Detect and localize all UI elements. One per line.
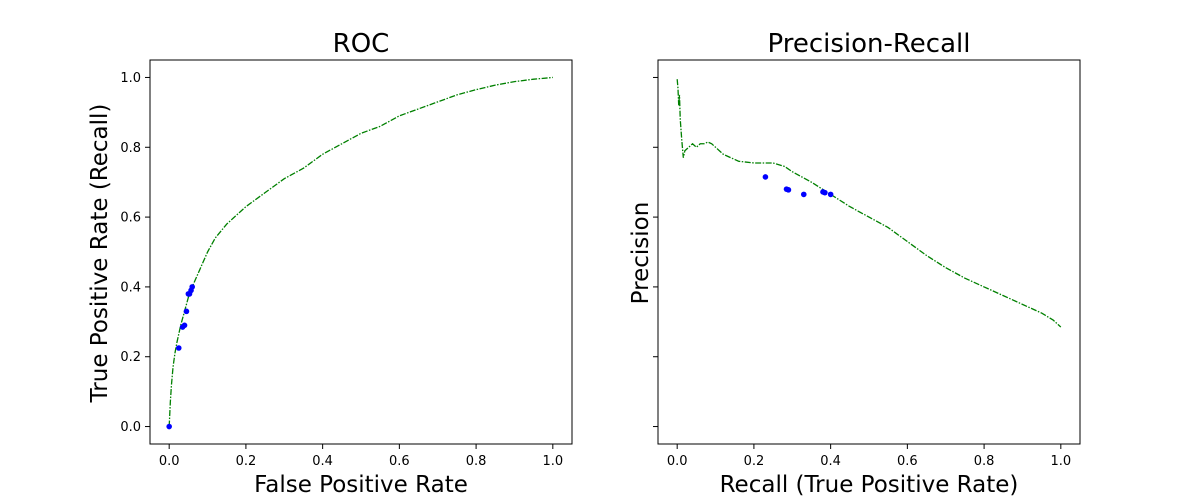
roc-ytick-label: 1.0	[120, 71, 141, 86]
roc-axes-frame	[149, 59, 573, 445]
roc-scatter-point	[175, 345, 182, 351]
roc-scatter-point	[183, 308, 190, 315]
pr-axes-frame	[657, 59, 1081, 445]
roc-xtick-label: 0.4	[312, 454, 333, 469]
roc-xtick-label: 0.0	[159, 454, 180, 469]
pr-scatter-point	[827, 191, 834, 198]
roc-xtick-label: 0.8	[466, 454, 487, 469]
roc-xlabel: False Positive Rate	[254, 472, 468, 498]
precision-recall-plot: Precision-Recall Recall (True Positive R…	[628, 29, 1081, 498]
pr-curve-line	[676, 79, 1062, 328]
roc-xtick-label: 0.2	[236, 454, 257, 469]
pr-scatter-point	[762, 174, 769, 180]
roc-scatter-point	[166, 423, 172, 430]
pr-scatter-point	[785, 187, 792, 193]
pr-scatter-point	[822, 189, 828, 196]
roc-ylabel: True Positive Rate (Recall)	[87, 104, 113, 404]
roc-xtick-label: 0.6	[389, 454, 410, 469]
roc-ytick-label: 0.6	[120, 211, 141, 226]
pr-title: Precision-Recall	[768, 29, 971, 59]
pr-xtick-label: 0.2	[744, 454, 765, 469]
pr-xlabel: Recall (True Positive Rate)	[720, 472, 1019, 498]
roc-plot: ROC False Positive Rate True Positive Ra…	[87, 29, 573, 498]
pr-xtick-label: 0.8	[974, 454, 995, 469]
pr-ylabel: Precision	[628, 202, 654, 305]
pr-xtick-label: 0.0	[667, 454, 688, 469]
pr-xtick-label: 0.6	[897, 454, 918, 469]
roc-ytick-label: 0.0	[120, 420, 141, 435]
roc-ytick-label: 0.4	[120, 280, 141, 295]
roc-scatter-point	[189, 284, 195, 290]
pr-scatter-point	[800, 191, 807, 198]
roc-xtick-label: 1.0	[542, 454, 563, 469]
roc-ytick-label: 0.8	[120, 141, 141, 156]
roc-ytick-label: 0.2	[120, 350, 141, 365]
roc-curve-line	[168, 76, 553, 427]
pr-xtick-label: 0.4	[820, 454, 841, 469]
roc-title: ROC	[333, 29, 390, 59]
pr-xtick-label: 1.0	[1050, 454, 1071, 469]
roc-scatter-point	[181, 322, 188, 329]
